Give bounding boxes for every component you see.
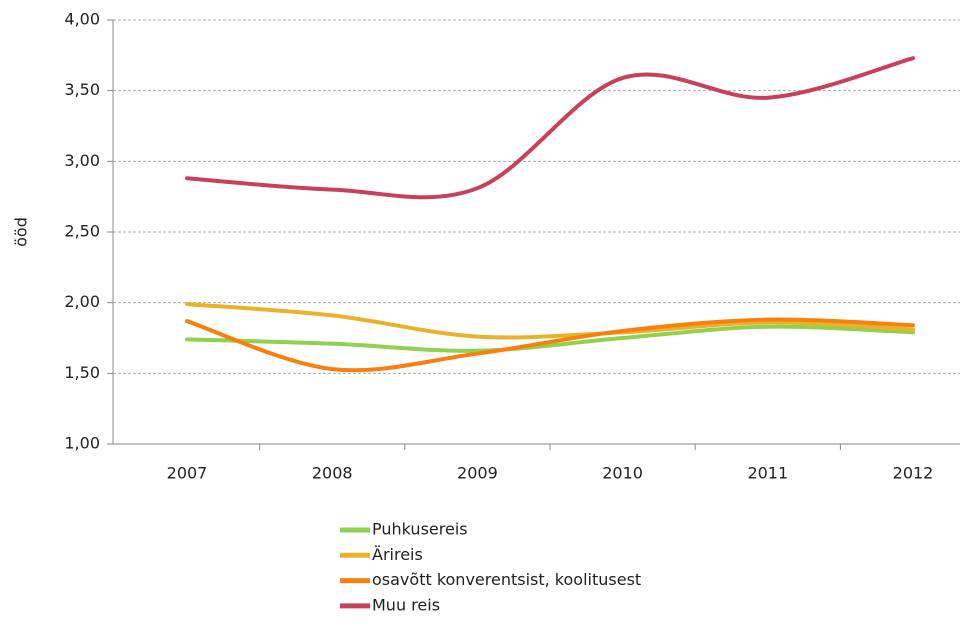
y-tick-label: 2,50 — [64, 222, 100, 241]
y-tick-label: 2,00 — [64, 292, 100, 311]
legend-label: Ärireis — [372, 545, 423, 564]
series-line — [185, 324, 915, 353]
y-tick-label: 1,50 — [64, 363, 100, 382]
series-line — [185, 317, 915, 373]
legend-label: Puhkusereis — [372, 520, 468, 539]
x-tick-label: 2008 — [312, 464, 353, 483]
legend-label: osavõtt konverentsist, koolitusest — [372, 570, 641, 589]
y-axis-label: ööd — [12, 217, 31, 247]
y-tick-label: 4,00 — [64, 10, 100, 29]
x-tick-label: 2011 — [747, 464, 788, 483]
series-line — [185, 56, 915, 200]
x-tick-label: 2007 — [167, 464, 208, 483]
x-tick-label: 2009 — [457, 464, 498, 483]
y-tick-label: 1,00 — [64, 434, 100, 453]
legend-label: Muu reis — [372, 595, 440, 614]
y-tick-label: 3,50 — [64, 80, 100, 99]
y-tick-label: 3,00 — [64, 151, 100, 170]
x-tick-label: 2012 — [893, 464, 934, 483]
x-tick-label: 2010 — [602, 464, 643, 483]
series-line — [185, 302, 915, 340]
